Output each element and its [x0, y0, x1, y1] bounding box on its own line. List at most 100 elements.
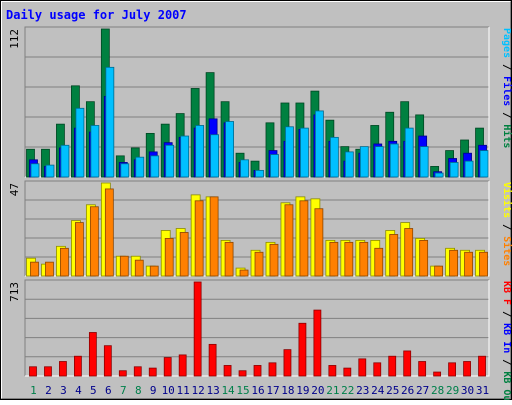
- bevel-highlight: [1, 1, 511, 399]
- bars-visits: [26, 182, 488, 277]
- pages-bar: [135, 156, 145, 178]
- day-label: 16: [251, 384, 264, 397]
- sites-bar: [329, 241, 339, 277]
- pages-bar: [329, 136, 339, 178]
- pages-bar: [120, 163, 130, 178]
- y-max-label-kbytes: 713: [8, 282, 21, 302]
- day-label: 14: [221, 384, 235, 397]
- day-label: 28: [431, 384, 444, 397]
- day-label: 24: [371, 384, 385, 397]
- pages-bar: [389, 143, 399, 178]
- legend-entry: Pages: [501, 28, 512, 58]
- sites-bar: [449, 249, 458, 277]
- day-label: 18: [281, 384, 294, 397]
- day-label: 10: [162, 384, 175, 397]
- sites-bar: [89, 206, 99, 277]
- sites-bar: [239, 269, 249, 277]
- pages-bar: [464, 160, 474, 178]
- pages-bar: [404, 127, 414, 178]
- pages-bar: [285, 126, 294, 178]
- pages-bar: [374, 146, 384, 178]
- sites-bar: [269, 243, 279, 277]
- pages-bar: [180, 135, 190, 178]
- sites-bar: [314, 208, 324, 277]
- bevel-shadow: [1, 1, 511, 399]
- legend-entry: /: [501, 106, 512, 124]
- day-label: 2: [45, 384, 52, 397]
- day-label: 6: [105, 384, 112, 397]
- x-axis-day-labels: 1 2 3 4 5 6 7 8 9 10 11 12 13 14 15 16 17 18 19 20 21 22 23 24 2…: [30, 384, 489, 397]
- sites-bar: [299, 200, 309, 277]
- kb-f-bar: [328, 365, 337, 377]
- kb-f-bar: [148, 367, 157, 377]
- panel-border-dark: [24, 180, 489, 276]
- sites-bar: [374, 247, 384, 277]
- kb-f-bar: [343, 367, 352, 377]
- pages-bar: [270, 154, 279, 178]
- legend-entry: KB In: [501, 323, 512, 353]
- legend-entry: /: [501, 218, 512, 236]
- legend-entry: KB Out: [501, 371, 512, 400]
- kb-f-bar: [178, 354, 187, 377]
- sites-bar: [479, 251, 488, 277]
- sites-bar: [149, 265, 159, 277]
- legend-entry: /: [501, 58, 512, 76]
- pages-bar: [240, 159, 249, 178]
- day-label: 29: [446, 384, 459, 397]
- day-label: 3: [60, 384, 67, 397]
- kb-f-bar: [29, 366, 37, 377]
- pages-bar: [479, 150, 489, 178]
- legend-entry: /: [501, 305, 512, 323]
- pages-bar: [434, 172, 444, 178]
- kb-f-bar: [268, 362, 277, 377]
- kb-f-bar: [88, 332, 97, 377]
- kb-f-bar: [478, 355, 486, 377]
- day-label: 15: [236, 384, 249, 397]
- kb-f-bar: [298, 322, 307, 377]
- kb-f-bar: [238, 370, 247, 377]
- legend-entry: Sites: [501, 236, 512, 266]
- day-label: 13: [206, 384, 219, 397]
- day-label: 21: [326, 384, 339, 397]
- day-label: 11: [177, 384, 190, 397]
- kb-f-bar: [118, 370, 127, 377]
- pages-bar: [195, 125, 205, 178]
- pages-bar: [225, 121, 234, 178]
- kb-f-bar: [358, 358, 367, 377]
- sites-bar: [344, 241, 354, 277]
- y-max-label-hits: 112: [8, 29, 21, 49]
- legend-entry: /: [501, 353, 512, 371]
- legend-visits: Visits / Sites: [501, 182, 512, 266]
- kb-f-bar: [253, 365, 262, 377]
- legend-entry: Hits: [501, 124, 512, 148]
- kb-f-bar: [313, 309, 322, 377]
- sites-bar: [359, 241, 369, 277]
- kb-f-bar: [373, 362, 382, 377]
- kb-f-bar: [388, 355, 397, 377]
- kb-f-bar: [59, 361, 67, 377]
- day-label: 12: [192, 384, 205, 397]
- legend-entry: Files: [501, 76, 512, 106]
- sites-bar: [194, 200, 204, 277]
- kb-f-bar: [103, 345, 112, 377]
- pages-bar: [314, 110, 324, 178]
- panel-kbytes: 713 KB F / KB In / KB Out: [8, 279, 512, 405]
- day-label: 7: [120, 384, 127, 397]
- sites-bar: [45, 261, 54, 277]
- sites-bar: [75, 222, 84, 277]
- pages-bar: [60, 144, 70, 178]
- pages-bar: [75, 107, 85, 178]
- day-label: 25: [386, 384, 399, 397]
- y-max-label-visits: 47: [8, 183, 21, 196]
- sites-bar: [389, 234, 399, 277]
- day-label: 23: [356, 384, 369, 397]
- kb-f-bar: [208, 343, 217, 377]
- sites-bar: [464, 251, 473, 277]
- kb-f-bar: [283, 349, 292, 377]
- sites-bar: [119, 255, 129, 277]
- pages-bar: [359, 146, 369, 178]
- panel-border-dark: [24, 26, 489, 177]
- pages-bar: [344, 151, 354, 178]
- pages-bar: [210, 134, 220, 178]
